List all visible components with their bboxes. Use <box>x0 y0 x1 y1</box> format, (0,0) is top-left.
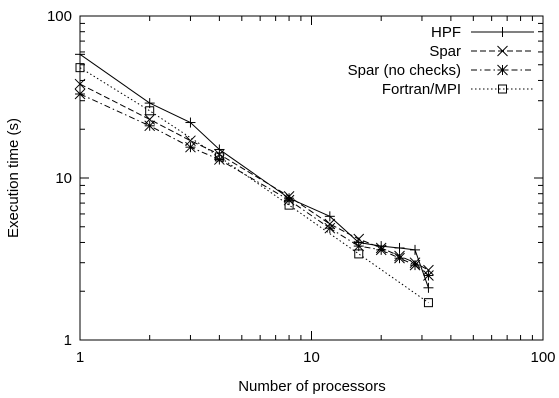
x-tick-label: 10 <box>303 349 320 366</box>
data-point-fortran-mpi <box>145 106 155 116</box>
data-point-spar-no-checks <box>74 88 86 100</box>
data-point-spar-no-checks <box>283 194 295 206</box>
data-point-hpf <box>410 244 421 255</box>
data-point-fortran-mpi <box>354 249 364 259</box>
data-point-spar-no-checks <box>144 120 156 132</box>
data-point-hpf <box>75 49 85 60</box>
data-point-spar-no-checks <box>394 252 405 264</box>
data-point-spar-no-checks <box>185 141 196 153</box>
legend-label: HPF <box>431 24 461 41</box>
y-axis-title: Execution time (s) <box>5 118 22 238</box>
legend-item-hpf: HPF <box>431 24 534 41</box>
legend-marker <box>498 84 507 94</box>
y-tick-label: 1 <box>64 332 72 349</box>
series-line-spar-no-checks <box>79 93 429 276</box>
data-point-spar-no-checks <box>409 259 421 271</box>
y-tick-label: 100 <box>47 8 72 25</box>
data-point-fortran-mpi <box>75 63 85 73</box>
series-line-spar <box>79 83 429 271</box>
data-point-hpf <box>423 282 434 293</box>
x-tick-label: 100 <box>530 349 555 366</box>
legend-item-spar: Spar <box>429 43 534 60</box>
x-axis-title: Number of processors <box>238 378 386 395</box>
legend-marker <box>497 27 508 37</box>
legend-item-fortran-mpi: Fortran/MPI <box>382 81 534 98</box>
data-point-spar <box>74 78 86 90</box>
data-point-spar-no-checks <box>214 154 225 165</box>
data-point-spar-no-checks <box>423 270 434 281</box>
data-point-spar <box>423 264 434 276</box>
data-point-fortran-mpi <box>284 200 294 210</box>
x-tick-label: 1 <box>76 349 84 366</box>
legend-label: Spar <box>429 43 461 60</box>
legend-marker <box>497 64 508 76</box>
data-point-fortran-mpi <box>423 298 433 308</box>
data-point-hpf <box>324 211 335 222</box>
y-tick-label: 10 <box>55 170 72 187</box>
series-spar-no-checks <box>74 88 434 281</box>
series-line-fortran-mpi <box>79 67 429 304</box>
legend-marker <box>497 45 508 57</box>
legend-item-spar-no-checks: Spar (no checks) <box>348 62 534 79</box>
data-point-fortran-mpi <box>214 152 224 162</box>
data-point-hpf <box>394 242 405 253</box>
legend-label: Fortran/MPI <box>382 81 461 98</box>
series-hpf <box>75 49 434 293</box>
plot-frame <box>79 15 544 341</box>
series-fortran-mpi <box>75 63 433 308</box>
legend-label: Spar (no checks) <box>348 62 461 79</box>
data-point-spar-no-checks <box>375 244 387 256</box>
data-point-hpf <box>185 117 196 128</box>
